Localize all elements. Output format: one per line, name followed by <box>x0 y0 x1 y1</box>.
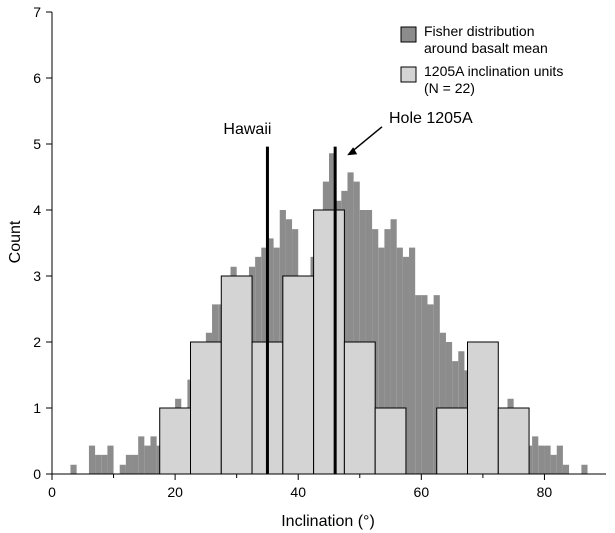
arrow-head <box>347 147 358 156</box>
y-axis-label: Count <box>7 220 24 263</box>
legend-label-fisher: Fisher distribution around basalt mean <box>424 23 548 56</box>
unit-bar <box>436 407 469 475</box>
x-tick-label: 60 <box>414 484 430 500</box>
legend-line: (N = 22) <box>424 80 475 96</box>
fisher-bar <box>378 247 385 474</box>
y-tick-label: 3 <box>33 268 41 284</box>
fisher-bar <box>347 172 354 474</box>
fisher-bar <box>439 332 446 474</box>
unit-bar <box>467 341 499 475</box>
fisher-bar <box>132 454 139 474</box>
fisher-bar <box>550 454 557 474</box>
y-tick-label: 6 <box>33 70 41 86</box>
x-tick-label: 0 <box>48 484 56 500</box>
fisher-bar <box>581 464 588 474</box>
axes-group <box>51 12 606 475</box>
x-axis-label: Inclination (°) <box>281 513 375 530</box>
fisher-bar <box>119 464 126 474</box>
fisher-bar <box>107 445 114 474</box>
legend-label-units: 1205A inclination units (N = 22) <box>424 63 563 96</box>
y-tick-label: 1 <box>33 400 41 416</box>
fisher-bar <box>384 229 391 474</box>
unit-bar <box>190 341 222 475</box>
fisher-bar <box>396 247 403 474</box>
fisher-bar <box>421 295 428 474</box>
x-tick-label: 20 <box>167 484 183 500</box>
fisher-bar <box>390 219 397 474</box>
arrow-shaft <box>350 126 383 153</box>
y-tick-label: 5 <box>33 136 41 152</box>
unit-bar <box>497 407 530 475</box>
unit-bar <box>343 341 376 475</box>
legend: Fisher distribution around basalt mean 120… <box>400 23 563 96</box>
legend-swatch-units <box>400 66 417 83</box>
hawaii-label: Hawaii <box>223 121 271 138</box>
fisher-bar <box>433 295 440 474</box>
fisher-bar <box>427 304 434 474</box>
fisher-bar <box>538 445 545 474</box>
x-tick-label: 80 <box>537 484 553 500</box>
legend-line: 1205A inclination units <box>424 63 563 79</box>
fisher-bar <box>415 295 422 474</box>
fisher-bar <box>556 445 563 474</box>
fisher-bar <box>544 445 551 474</box>
fisher-bar <box>70 464 77 474</box>
fisher-bar <box>138 436 145 474</box>
legend-swatch-fisher <box>400 26 417 43</box>
fisher-bar <box>402 256 410 474</box>
y-tick-label: 7 <box>33 4 41 20</box>
fisher-bar <box>101 454 108 474</box>
fisher-bar <box>95 454 102 474</box>
x-tick-label: 40 <box>290 484 306 500</box>
y-tick-label: 2 <box>33 334 41 350</box>
unit-bar <box>220 275 253 475</box>
fisher-bar <box>88 445 96 474</box>
fisher-bar <box>409 247 416 474</box>
y-tick-label: 4 <box>33 202 41 218</box>
unit-bar <box>374 407 407 475</box>
unit-bar <box>282 275 315 475</box>
fisher-bar <box>353 181 360 474</box>
fisher-bar <box>144 445 151 474</box>
ticks-group: 0 20 40 60 80 0 1 2 3 4 5 6 7 <box>33 4 552 500</box>
unit-bar <box>159 407 192 475</box>
hole-1205a-label: Hole 1205A <box>389 110 473 127</box>
fisher-bar <box>532 436 539 474</box>
reference-lines-group: Hawaii Hole 1205A <box>223 110 473 474</box>
fisher-bar <box>150 436 157 474</box>
unit-bars-group <box>159 209 530 475</box>
legend-line: Fisher distribution <box>424 23 535 39</box>
fisher-bar <box>125 454 133 474</box>
unit-bar <box>313 209 345 475</box>
legend-line: around basalt mean <box>424 40 548 56</box>
y-tick-label: 0 <box>33 466 41 482</box>
fisher-bar <box>562 464 570 474</box>
